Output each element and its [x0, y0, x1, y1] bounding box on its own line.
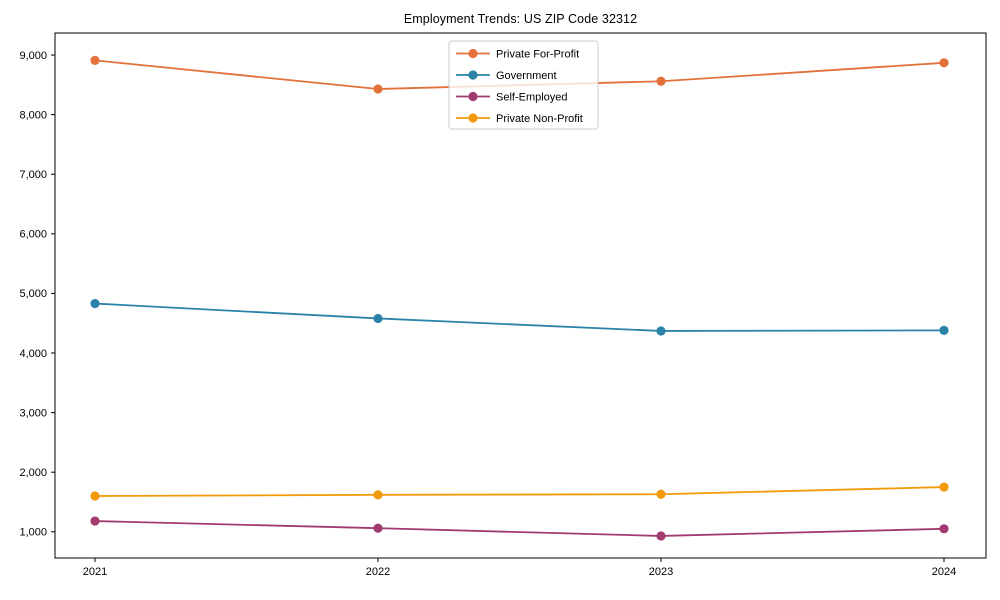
legend-item-label: Private Non-Profit [496, 113, 583, 125]
x-axis-tick-label: 2023 [649, 566, 673, 578]
x-axis-tick-label: 2021 [83, 566, 107, 578]
series-line-private-non-profit [94, 486, 945, 497]
y-axis-tick-label: 2,000 [19, 467, 47, 479]
x-axis-tick-label: 2022 [366, 566, 390, 578]
data-point-marker [656, 326, 666, 336]
y-axis-tick-label: 5,000 [19, 288, 47, 300]
data-point-marker [373, 490, 383, 500]
legend-item-self-employed: Self-Employed [456, 91, 568, 103]
data-point-marker [939, 524, 949, 534]
data-point-marker [90, 516, 100, 526]
data-point-marker [656, 531, 666, 541]
data-point-marker [90, 298, 100, 309]
legend-marker [468, 48, 478, 59]
legend-item-label: Private For-Profit [496, 48, 579, 60]
series-line-self-employed [94, 520, 945, 537]
data-point-marker [90, 55, 100, 66]
data-point-marker [656, 489, 666, 499]
y-axis-tick-label: 4,000 [19, 348, 47, 360]
legend-item-private-for-profit: Private For-Profit [456, 48, 579, 60]
x-axis-tick-label: 2024 [932, 566, 956, 578]
legend-item-government: Government [456, 70, 557, 82]
data-point-marker [373, 313, 383, 324]
data-point-marker [373, 523, 383, 533]
data-point-marker [656, 76, 666, 86]
y-axis-tick-label: 8,000 [19, 109, 47, 121]
y-axis-tick-label: 6,000 [19, 229, 47, 241]
legend-box [448, 40, 599, 130]
legend-item-label: Self-Employed [496, 91, 568, 103]
data-point-marker [939, 482, 949, 492]
y-axis-tick-label: 1,000 [19, 527, 47, 539]
chart-title: Employment Trends: US ZIP Code 32312 [403, 12, 638, 26]
legend: Private For-Profit Government Self-Employe… [448, 40, 599, 130]
plot-area-frame [54, 32, 987, 559]
legend-marker [468, 91, 478, 102]
y-axis-tick-label: 3,000 [19, 407, 47, 419]
data-point-marker [90, 491, 100, 501]
legend-item-private-non-profit: Private Non-Profit [456, 113, 583, 125]
data-point-marker [939, 58, 949, 68]
data-point-marker [373, 84, 383, 94]
y-axis-tick-label: 9,000 [19, 50, 47, 62]
legend-marker [468, 70, 478, 80]
y-axis-tick-label: 7,000 [19, 169, 47, 181]
series-line-government [94, 302, 945, 332]
data-point-marker [939, 325, 949, 335]
legend-item-label: Government [496, 70, 557, 82]
legend-marker [468, 113, 478, 123]
